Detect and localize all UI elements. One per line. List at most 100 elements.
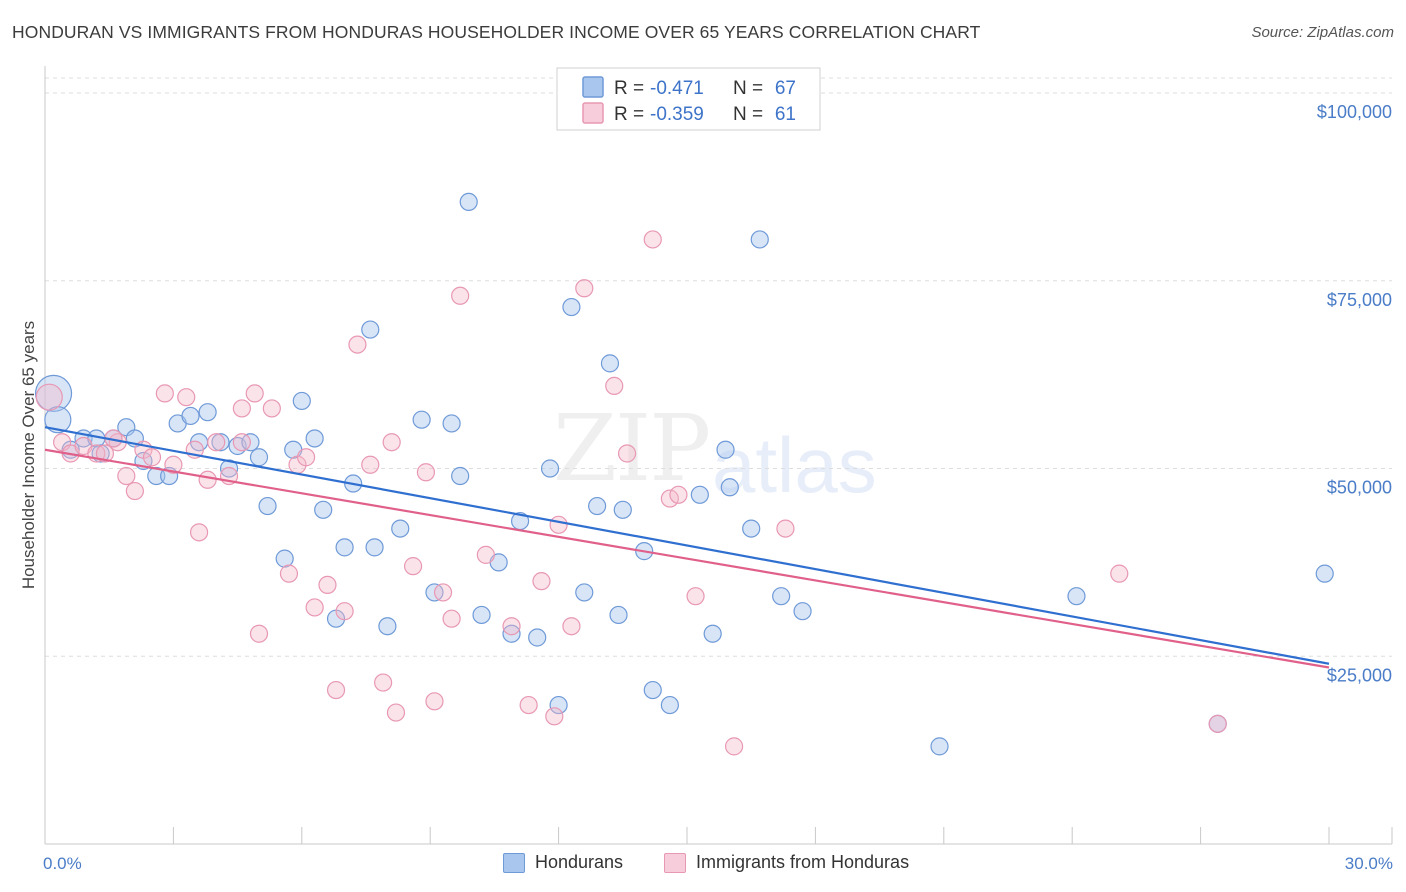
point-hondurans [412, 410, 431, 429]
legend-item-hondurans[interactable]: Hondurans [503, 852, 623, 873]
point-hondurans [793, 602, 812, 621]
gridlines [45, 77, 1392, 657]
point-immigrants [207, 433, 226, 452]
y-axis-title: Householder Income Over 65 years [19, 321, 38, 589]
point-hondurans [609, 605, 628, 625]
point-hondurans [292, 391, 311, 411]
point-immigrants [386, 703, 406, 722]
point-immigrants [189, 523, 209, 542]
legend-n-label: N = [733, 104, 763, 125]
source-label: Source: ZipAtlas.com [1251, 24, 1394, 41]
point-hondurans [588, 496, 607, 516]
point-hondurans [690, 485, 709, 504]
point-immigrants [198, 470, 217, 489]
point-immigrants [433, 583, 453, 602]
legend-r-value: -0.359 [650, 104, 704, 125]
point-immigrants [476, 545, 495, 564]
point-hondurans [613, 500, 632, 519]
data-points [34, 192, 1334, 756]
point-immigrants [361, 455, 380, 474]
point-hondurans [703, 624, 722, 643]
x-tick-label-min: 0.0% [43, 854, 82, 873]
point-hondurans [314, 500, 333, 519]
point-hondurans [335, 538, 354, 557]
point-immigrants [1208, 714, 1227, 733]
point-immigrants [403, 557, 423, 576]
point-hondurans [716, 440, 735, 459]
point-immigrants [562, 617, 581, 636]
point-hondurans [930, 737, 949, 756]
point-hondurans [258, 496, 277, 516]
point-hondurans [305, 429, 324, 448]
point-immigrants [374, 673, 393, 692]
legend-r-label: R = [614, 104, 644, 125]
point-immigrants [519, 695, 538, 715]
point-immigrants [686, 587, 705, 606]
point-immigrants [776, 519, 795, 538]
axes [44, 66, 1393, 845]
point-immigrants [125, 481, 144, 501]
point-hondurans [275, 549, 294, 568]
point-hondurans [660, 695, 679, 715]
watermark-zip: ZIP [553, 395, 711, 502]
y-tick-label: $100,000 [1317, 102, 1392, 122]
point-immigrants [617, 444, 637, 463]
legend-swatch-blue [503, 852, 525, 873]
point-hondurans [1067, 587, 1086, 606]
legend-r-label: R = [614, 78, 644, 99]
legend-item-immigrants[interactable]: Immigrants from Honduras [664, 852, 909, 873]
legend-swatch-blue [582, 76, 604, 98]
point-hondurans [562, 297, 581, 317]
point-immigrants [502, 617, 521, 636]
point-hondurans [772, 587, 791, 606]
point-hondurans [575, 583, 594, 602]
point-immigrants [35, 383, 63, 411]
point-hondurans [643, 680, 662, 700]
point-immigrants [451, 286, 470, 305]
point-hondurans [459, 192, 478, 212]
point-hondurans [742, 519, 761, 538]
point-hondurans [540, 459, 560, 478]
y-tick-label: $50,000 [1327, 478, 1392, 498]
point-immigrants [279, 564, 299, 583]
x-tick-label-max: 30.0% [1345, 854, 1393, 873]
point-hondurans [249, 448, 269, 467]
point-immigrants [724, 737, 744, 756]
point-immigrants [117, 466, 136, 486]
point-immigrants [425, 692, 444, 711]
point-immigrants [605, 376, 624, 396]
point-hondurans [181, 406, 200, 426]
trend-line-hondurans [44, 426, 1330, 665]
tick-labels: $100,000 $75,000 $50,000 $25,000 0.0% 30.0% [43, 102, 1393, 873]
legend-n-value: 61 [775, 104, 796, 125]
chart-title: HONDURAN VS IMMIGRANTS FROM HONDURAS HOU… [12, 22, 981, 42]
point-immigrants [575, 279, 594, 298]
point-immigrants [155, 384, 174, 403]
y-tick-label: $25,000 [1327, 665, 1392, 685]
point-immigrants [549, 515, 568, 534]
point-immigrants [643, 230, 662, 249]
point-immigrants [669, 485, 688, 504]
legend-n-label: N = [733, 78, 763, 99]
point-immigrants [232, 399, 251, 418]
point-immigrants [177, 388, 196, 407]
point-hondurans [451, 466, 470, 486]
point-hondurans [361, 320, 380, 339]
point-hondurans [34, 374, 73, 413]
point-immigrants [95, 444, 115, 463]
point-immigrants [249, 624, 269, 643]
point-hondurans [442, 414, 461, 433]
point-hondurans [549, 695, 568, 715]
point-immigrants [545, 707, 564, 726]
point-immigrants [164, 455, 183, 474]
point-immigrants [262, 399, 281, 418]
point-hondurans [600, 354, 620, 373]
trend-line-immigrants [44, 448, 1330, 669]
point-hondurans [391, 519, 410, 538]
bottom-legend: Hondurans Immigrants from Honduras [0, 850, 1406, 880]
point-immigrants [305, 598, 324, 617]
legend-swatch-pink [582, 102, 604, 124]
y-tick-label: $75,000 [1327, 290, 1392, 310]
point-hondurans [1315, 564, 1334, 583]
trend-lines [44, 426, 1330, 669]
